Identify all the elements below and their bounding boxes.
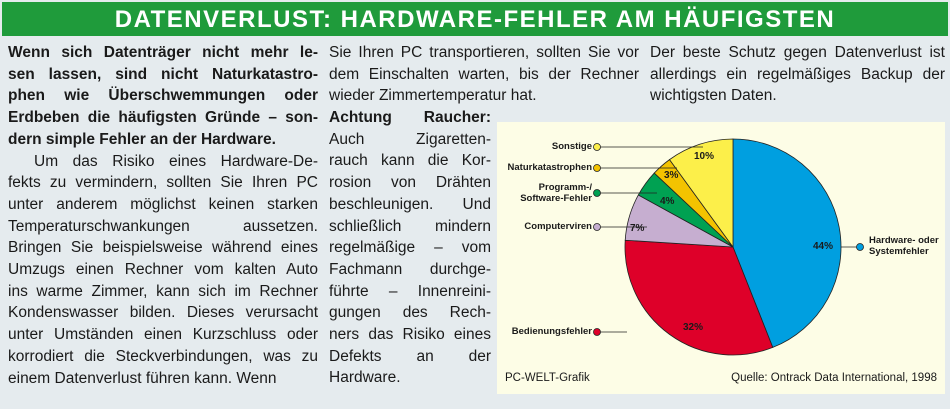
text-line: einem Datenverlust führen kann. Wenn	[8, 369, 277, 387]
text-line: Defekts an der	[329, 347, 491, 365]
legend-label-sonstige: Sonstige	[551, 141, 592, 152]
text-line: Umzugs einen Rechner vom kalten Auto	[8, 261, 318, 279]
text-line: Erdbeben die häufigsten Gründe – son-	[8, 109, 318, 127]
column-2: Achtung Raucher: Auch Zigaretten-rauch ka…	[329, 107, 491, 389]
legend-label-computerviren: Computerviren	[524, 221, 592, 232]
text-line: allerdings ein regelmäßiges Backup der	[650, 65, 945, 83]
text-line: Hardware.	[329, 369, 401, 387]
text-line: ins warme Zimmer, kann sich im Rechner	[8, 282, 318, 300]
legend-label-naturkatastrophen: Naturkatastrophen	[507, 162, 592, 173]
text-line: Bringen Sie beispielsweise während eines	[8, 239, 318, 257]
pct-label-sonstige: 10%	[694, 151, 715, 162]
pct-label-computerviren: 7%	[630, 223, 645, 234]
legend-label-hardware: Hardware- oder Systemfehler	[869, 235, 939, 257]
legend-dot	[593, 189, 601, 197]
column-3: Der beste Schutz gegen Datenverlust ist a…	[650, 42, 945, 107]
text-line: rosion von Drähten	[329, 174, 491, 192]
column-2-top: Sie Ihren PC transportieren, sollten Sie…	[329, 42, 639, 107]
pct-label-software: 4%	[660, 196, 675, 207]
text-line: rauch kann die Kor-	[329, 152, 491, 170]
text-line: regelmäßige – vom	[329, 239, 491, 257]
legend-dot	[593, 143, 601, 151]
text-line: Temperaturschwankungen aussetzen.	[8, 217, 318, 235]
text-line: wieder Zimmertemperatur hat.	[329, 87, 537, 105]
text-line: Wenn sich Datenträger nicht mehr le-	[8, 44, 318, 61]
legend-label-bedienungsfehler: Bedienungsfehler	[511, 326, 592, 337]
text-line: Fachmann durchge-	[329, 260, 491, 278]
pie-svg	[593, 138, 864, 356]
pie-chart: Sonstige Naturkatastrophen Programm-/ So…	[497, 122, 945, 394]
legend-dot	[593, 223, 601, 231]
text-line: sen lassen, sind nicht Naturkatastro-	[8, 65, 318, 83]
chart-source: Quelle: Ontrack Data International, 1998	[731, 372, 937, 384]
text-line: ners das Risiko eines	[329, 326, 491, 344]
legend-dot	[593, 164, 601, 172]
text-line: Auch Zigaretten-	[329, 130, 491, 148]
text-line: dem Einschalten warten, bis der Rechner	[329, 65, 639, 83]
legend-dot	[593, 328, 601, 336]
text-line: phen wie Überschwemmungen oder	[8, 87, 318, 105]
text-line: wichtigsten Daten.	[650, 87, 777, 105]
text-line: dern simple Fehler an der Hardware.	[8, 130, 276, 148]
legend-label-software: Programm-/ Software-Fehler	[520, 182, 592, 204]
chart-credit: PC-WELT-Grafik	[505, 372, 590, 384]
text-line: beschleunigen. Und	[329, 195, 491, 213]
legend-dot	[856, 243, 864, 251]
pct-label-bedienungsfehler: 32%	[683, 322, 704, 333]
text-line: Sie Ihren PC transportieren, sollten Sie…	[329, 44, 639, 61]
text-line: schließlich mindern	[329, 217, 491, 235]
text-line: unter Umständen einen Kurzschluss oder	[8, 326, 318, 344]
article-title: DATENVERLUST: HARDWARE-FEHLER AM HÄUFIGS…	[2, 2, 948, 36]
text-line: führte – Innenreini-	[329, 282, 491, 300]
pie-slice	[624, 239, 774, 356]
text-line: korrodiert die Steckverbindungen, was zu	[8, 347, 318, 365]
text-line: fekts zu vermindern, sollten Sie Ihren P…	[8, 174, 318, 192]
pct-label-hardware: 44%	[813, 241, 834, 252]
pct-label-naturkatastrophen: 3%	[664, 170, 679, 181]
text-line: Um das Risiko eines Hardware-De-	[34, 152, 318, 170]
text-line: Der beste Schutz gegen Datenverlust ist	[650, 44, 945, 61]
column-1: Wenn sich Datenträger nicht mehr le-sen …	[8, 42, 318, 389]
pie-slice	[732, 138, 842, 348]
text-line: gungen des Rech-	[329, 304, 491, 322]
pie-slice	[668, 138, 734, 249]
text-line: unter anderem möglichst keinen starken	[8, 195, 318, 213]
subheading: Achtung Raucher:	[329, 109, 491, 126]
text-line: Kondenswasser bilden. Dieses verursacht	[8, 304, 318, 322]
